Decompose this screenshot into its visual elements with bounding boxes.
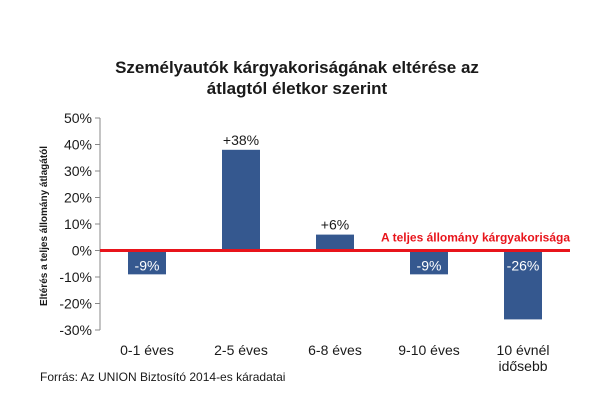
data-label: +38%: [223, 132, 259, 148]
y-tick-label: 0%: [72, 243, 92, 259]
chart-title-line: átlagtól életkor szerint: [207, 79, 388, 98]
chart-title: Személyautók kárgyakoriságának eltérése …: [115, 58, 479, 98]
y-tick-label: 50%: [64, 110, 92, 126]
data-label: -9%: [135, 258, 160, 274]
source-note: Forrás: Az UNION Biztosító 2014-es kárad…: [40, 370, 285, 384]
x-tick-label: idősebb: [498, 358, 547, 374]
bar: [128, 250, 166, 275]
y-tick-label: -10%: [59, 269, 92, 285]
bar: [410, 250, 448, 275]
y-axis-label: Eltérés a teljes állomány átlagától: [39, 146, 50, 306]
y-tick-label: -30%: [59, 322, 92, 338]
y-tick-label: 10%: [64, 216, 92, 232]
y-tick-label: 20%: [64, 190, 92, 206]
reference-line-label: A teljes állomány kárgyakorisága: [381, 231, 570, 245]
data-label: +6%: [321, 217, 349, 233]
y-axis: 50% 40% 30% 20% 10% 0% -10% -20% -30%: [59, 110, 101, 338]
y-tick-label: -20%: [59, 296, 92, 312]
bar: [222, 149, 260, 251]
x-tick-label: 2-5 éves: [214, 342, 268, 358]
x-tick-label: 0-1 éves: [120, 342, 174, 358]
chart-title-line: Személyautók kárgyakoriságának eltérése …: [115, 58, 479, 77]
data-labels: -9% +38% +6% -9% -26%: [135, 132, 540, 274]
bar: [316, 234, 354, 251]
y-tick-label: 40%: [64, 137, 92, 153]
data-label: -26%: [507, 258, 540, 274]
bar: [504, 250, 542, 320]
bars: [128, 149, 542, 320]
data-label: -9%: [417, 258, 442, 274]
x-tick-label: 9-10 éves: [398, 342, 459, 358]
x-tick-label: 6-8 éves: [308, 342, 362, 358]
x-tick-label: 10 évnél: [497, 342, 550, 358]
y-tick-label: 30%: [64, 163, 92, 179]
x-axis: 0-1 éves 2-5 éves 6-8 éves 9-10 éves 10 évné…: [120, 342, 549, 374]
